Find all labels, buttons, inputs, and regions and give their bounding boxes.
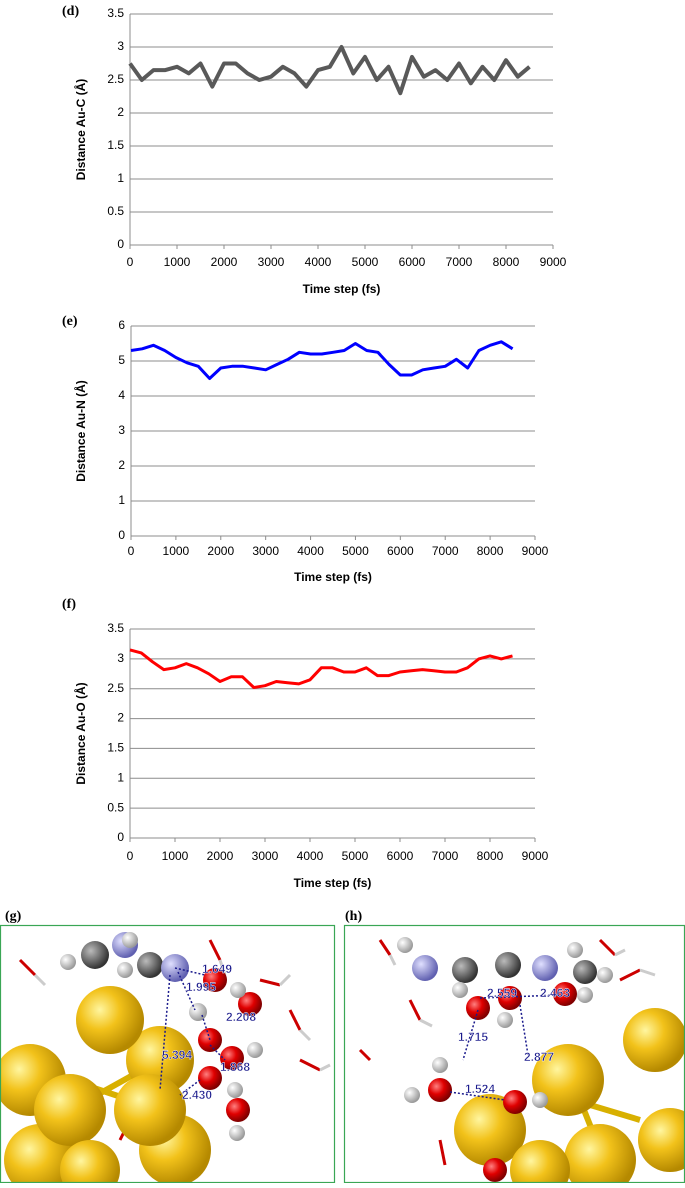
y-tick-label: 2.5 — [107, 681, 124, 695]
x-tick-label: 3000 — [258, 255, 285, 269]
molecule-image: 2.559 2.463 1.715 2.877 1.524 — [358, 937, 684, 1182]
x-tick-label: 8000 — [477, 544, 504, 558]
x-tick-label: 5000 — [342, 849, 369, 863]
data-line — [129, 648, 513, 689]
x-tick-label: 4000 — [297, 544, 324, 558]
distance-label: 1.715 — [458, 1030, 488, 1044]
x-tick-label: 0 — [127, 849, 134, 863]
x-tick-label: 4000 — [305, 255, 332, 269]
y-tick-label: 1 — [117, 770, 124, 784]
panel-label: (e) — [62, 314, 78, 329]
y-tick-label: 6 — [118, 318, 125, 332]
y-tick-label: 1.5 — [107, 138, 124, 152]
x-tick-label: 8000 — [477, 849, 504, 863]
distance-label: 1.868 — [220, 1060, 250, 1074]
y-tick-label: 5 — [118, 353, 125, 367]
panel-label: (g) — [5, 909, 22, 924]
x-tick-label: 2000 — [207, 544, 234, 558]
y-tick-label: 0.5 — [107, 800, 124, 814]
x-tick-label: 5000 — [342, 544, 369, 558]
x-tick-label: 4000 — [297, 849, 324, 863]
x-tick-label: 6000 — [399, 255, 426, 269]
x-axis-title: Time step (fs) — [294, 876, 372, 890]
y-tick-label: 3 — [117, 651, 124, 665]
x-tick-label: 3000 — [252, 849, 279, 863]
y-tick-label: 2.5 — [107, 72, 124, 86]
panel-label: (f) — [62, 597, 76, 612]
y-tick-label: 1 — [118, 493, 125, 507]
distance-label: 2.877 — [524, 1050, 554, 1064]
x-axis-title: Time step (fs) — [303, 282, 381, 296]
x-tick-label: 9000 — [540, 255, 567, 269]
y-tick-label: 3 — [118, 423, 125, 437]
y-tick-label: 3 — [117, 39, 124, 53]
y-tick-label: 0.5 — [107, 204, 124, 218]
distance-label: 1.524 — [465, 1082, 495, 1096]
panel-label: (d) — [62, 4, 79, 19]
x-tick-label: 0 — [128, 544, 135, 558]
x-tick-label: 1000 — [162, 849, 189, 863]
distance-label: 2.430 — [182, 1088, 212, 1102]
x-tick-label: 9000 — [522, 849, 549, 863]
x-tick-label: 8000 — [493, 255, 520, 269]
x-tick-label: 1000 — [163, 544, 190, 558]
y-tick-label: 2 — [117, 711, 124, 725]
y-tick-label: 2 — [118, 458, 125, 472]
x-tick-label: 5000 — [352, 255, 379, 269]
x-tick-label: 9000 — [522, 544, 549, 558]
x-tick-label: 6000 — [387, 849, 414, 863]
x-tick-label: 2000 — [207, 849, 234, 863]
data-line — [130, 340, 514, 380]
y-axis-title: Distance Au-O (Å) — [73, 682, 88, 784]
y-tick-label: 3.5 — [107, 621, 124, 635]
y-tick-label: 2 — [117, 105, 124, 119]
x-axis-title: Time step (fs) — [294, 570, 372, 584]
data-line — [128, 45, 531, 96]
x-tick-label: 0 — [127, 255, 134, 269]
y-tick-label: 1 — [117, 171, 124, 185]
y-tick-label: 1.5 — [107, 741, 124, 755]
distance-label: 2.208 — [226, 1010, 256, 1024]
x-tick-label: 6000 — [387, 544, 414, 558]
x-tick-label: 2000 — [211, 255, 238, 269]
x-tick-label: 1000 — [164, 255, 191, 269]
y-tick-label: 3.5 — [107, 6, 124, 20]
y-tick-label: 0 — [117, 830, 124, 844]
y-axis-title: Distance Au-C (Å) — [73, 79, 88, 181]
x-tick-label: 7000 — [432, 849, 459, 863]
y-tick-label: 0 — [118, 528, 125, 542]
y-tick-label: 4 — [118, 388, 125, 402]
distance-label: 2.559 — [487, 986, 517, 1000]
distance-label: 1.649 — [202, 962, 232, 976]
x-tick-label: 3000 — [252, 544, 279, 558]
panel-label: (h) — [345, 909, 362, 924]
distance-label: 1.995 — [186, 980, 216, 994]
y-tick-label: 0 — [117, 237, 124, 251]
y-axis-title: Distance Au-N (Å) — [73, 380, 88, 482]
distance-label: 2.463 — [540, 986, 570, 1000]
molecule-image: 1.649 1.995 2.208 5.394 1.868 2.430 — [1, 932, 331, 1182]
x-tick-label: 7000 — [446, 255, 473, 269]
x-tick-label: 7000 — [432, 544, 459, 558]
distance-label: 5.394 — [162, 1048, 192, 1062]
